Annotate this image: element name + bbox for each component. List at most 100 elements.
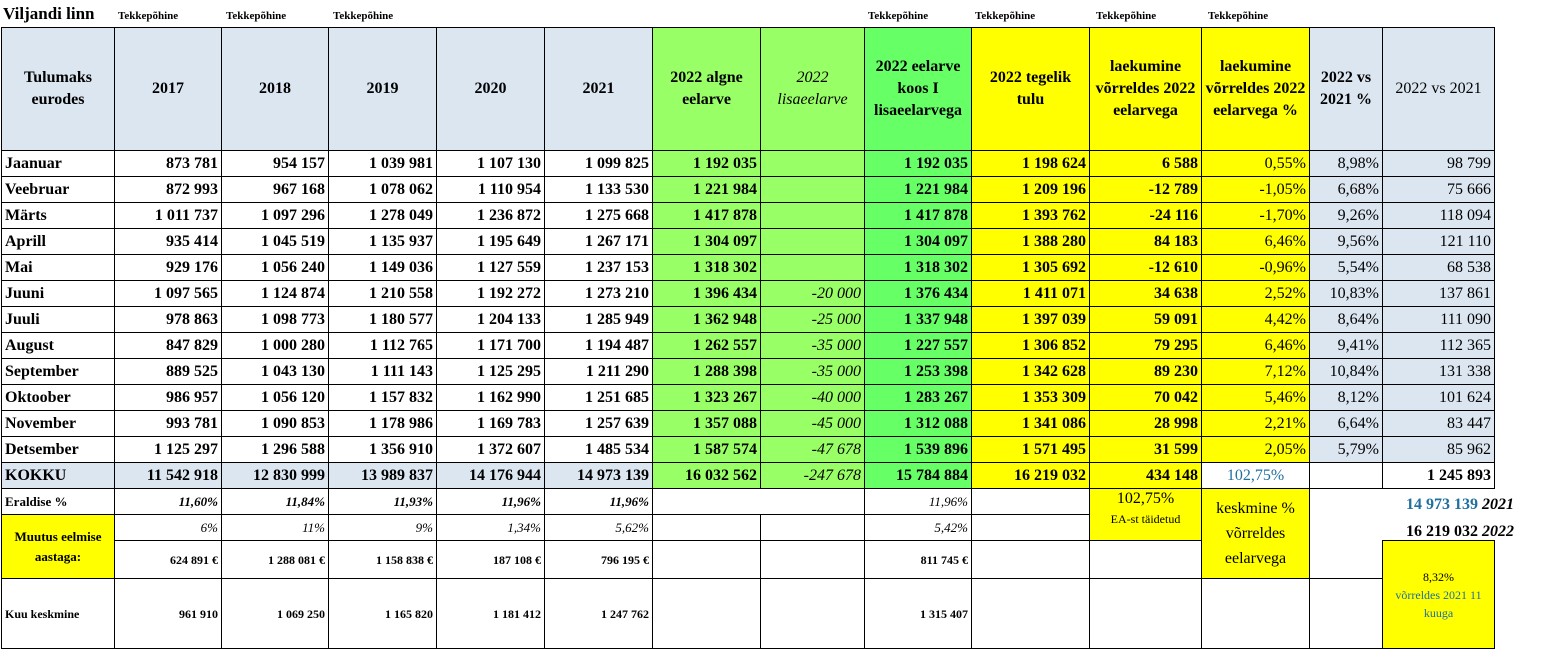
value-cell: 1 090 853 [221, 410, 329, 437]
value-cell: 954 157 [221, 150, 329, 177]
column-header: laekumine võrreldes 2022 eelarvega [1089, 27, 1202, 151]
summary-2022-value: 16 219 032 [1406, 523, 1478, 540]
value-cell: 1 587 574 [652, 436, 761, 463]
value-cell: 2,21% [1201, 410, 1310, 437]
value-cell: 31 599 [1089, 436, 1202, 463]
value-cell: 1 127 559 [436, 254, 545, 281]
value-cell: 1 485 534 [544, 436, 653, 463]
summary-2022: 16 219 032 2022 [1406, 523, 1514, 541]
table-row: Mai 929 176 1 056 240 1 149 036 1 127 559 1 2… [1, 254, 1495, 281]
value-cell: 1 162 990 [436, 384, 545, 411]
value-cell: 1 099 825 [544, 150, 653, 177]
column-header: 2022 vs 2021 % [1309, 27, 1383, 151]
muutus-eur-cell: 796 195 € [544, 540, 653, 579]
column-header: 2017 [114, 27, 222, 151]
muutus-pct-cell: 5,42% [864, 514, 972, 541]
table-row: Märts 1 011 737 1 097 296 1 278 049 1 236 87… [1, 202, 1495, 229]
value-cell: 1 372 607 [436, 436, 545, 463]
total-cell: 14 176 944 [436, 462, 545, 489]
value-cell: 1 342 628 [971, 358, 1090, 385]
muutus-eur-cell: 1 158 838 € [328, 540, 437, 579]
month-label: Detsember [1, 436, 115, 463]
value-cell: 1 098 773 [221, 306, 329, 333]
value-cell: 2,05% [1201, 436, 1310, 463]
value-cell: 1 539 896 [864, 436, 972, 463]
value-cell: 137 861 [1382, 280, 1495, 307]
header-row: Tulumaks eurodes 2017 2018 2019 2020 2021 2022… [1, 27, 1495, 151]
value-cell: 1 043 130 [221, 358, 329, 385]
eraldise-cell: 11,93% [328, 488, 437, 515]
kuu-cell: 1 315 407 [864, 578, 972, 649]
table-row: Oktoober 986 957 1 056 120 1 157 832 1 162 9… [1, 384, 1495, 411]
eraldise-cell: 11,96% [864, 488, 972, 515]
month-label: September [1, 358, 115, 385]
value-cell: -12 610 [1089, 254, 1202, 281]
eraldise-cell: 11,96% [544, 488, 653, 515]
total-cell: 11 542 918 [114, 462, 222, 489]
value-cell: 8,12% [1309, 384, 1383, 411]
value-cell: 1 251 685 [544, 384, 653, 411]
value-cell: 1 133 530 [544, 176, 653, 203]
table-cell [652, 578, 761, 649]
value-cell: 5,54% [1309, 254, 1383, 281]
column-header: 2022 vs 2021 [1382, 27, 1495, 151]
value-cell: -40 000 [760, 384, 865, 411]
table-cell [760, 540, 865, 579]
value-cell: -1,05% [1201, 176, 1310, 203]
value-cell: 1 078 062 [328, 176, 437, 203]
value-cell: 1 149 036 [328, 254, 437, 281]
summary-pct: 102,75% [1116, 490, 1175, 507]
value-cell: 118 094 [1382, 202, 1495, 229]
value-cell: 1 221 984 [652, 176, 761, 203]
value-cell: 1 210 558 [328, 280, 437, 307]
value-cell: 101 624 [1382, 384, 1495, 411]
summary-2021: 14 973 139 2021 [1406, 496, 1514, 514]
value-cell: -20 000 [760, 280, 865, 307]
value-cell: 1 304 097 [652, 228, 761, 255]
value-cell: 6,68% [1309, 176, 1383, 203]
value-cell: -1,70% [1201, 202, 1310, 229]
table-row: November 993 781 1 090 853 1 178 986 1 169 7… [1, 410, 1495, 437]
value-cell: 1 195 649 [436, 228, 545, 255]
value-cell: -47 678 [760, 436, 865, 463]
value-cell: 70 042 [1089, 384, 1202, 411]
table-cell [1089, 578, 1202, 649]
muutus-eur-cell: 624 891 € [114, 540, 222, 579]
value-cell: 1 097 296 [221, 202, 329, 229]
summary-compare-text: võrreldes 2021 11 kuuga [1395, 587, 1482, 620]
value-cell: 1 110 954 [436, 176, 545, 203]
value-cell: 1 306 852 [971, 332, 1090, 359]
tekkepohine-label: Tekkepõhine [118, 10, 179, 22]
kuu-row: Kuu keskmine 961 910 1 069 250 1 165 820 1 1… [1, 578, 1495, 649]
muutus-pct-cell: 11% [221, 514, 329, 541]
value-cell: 1 211 290 [544, 358, 653, 385]
value-cell: 28 998 [1089, 410, 1202, 437]
value-cell: 1 192 035 [652, 150, 761, 177]
value-cell: 10,84% [1309, 358, 1383, 385]
month-label: Mai [1, 254, 115, 281]
month-label: Jaanuar [1, 150, 115, 177]
kuu-cell: 1 069 250 [221, 578, 329, 649]
table-row: Aprill 935 414 1 045 519 1 135 937 1 195 649… [1, 228, 1495, 255]
value-cell: 68 538 [1382, 254, 1495, 281]
value-cell: 873 781 [114, 150, 222, 177]
table-row: Juuni 1 097 565 1 124 874 1 210 558 1 192 27… [1, 280, 1495, 307]
value-cell: 1 376 434 [864, 280, 972, 307]
total-cell: 1 245 893 [1382, 462, 1495, 489]
value-cell: 6 588 [1089, 150, 1202, 177]
value-cell: 89 230 [1089, 358, 1202, 385]
value-cell: -25 000 [760, 306, 865, 333]
value-cell: 131 338 [1382, 358, 1495, 385]
eraldise-cell: 11,60% [114, 488, 222, 515]
value-cell: 9,56% [1309, 228, 1383, 255]
table-cell [971, 540, 1090, 579]
muutus-pct-cell: 6% [114, 514, 222, 541]
value-cell: 1 180 577 [328, 306, 437, 333]
column-header: 2019 [328, 27, 437, 151]
month-label: Juuni [1, 280, 115, 307]
value-cell: 1 337 948 [864, 306, 972, 333]
table-cell [1310, 541, 1383, 579]
value-cell: 5,46% [1201, 384, 1310, 411]
eraldise-cell: 11,84% [221, 488, 329, 515]
table-cell [971, 514, 1090, 541]
